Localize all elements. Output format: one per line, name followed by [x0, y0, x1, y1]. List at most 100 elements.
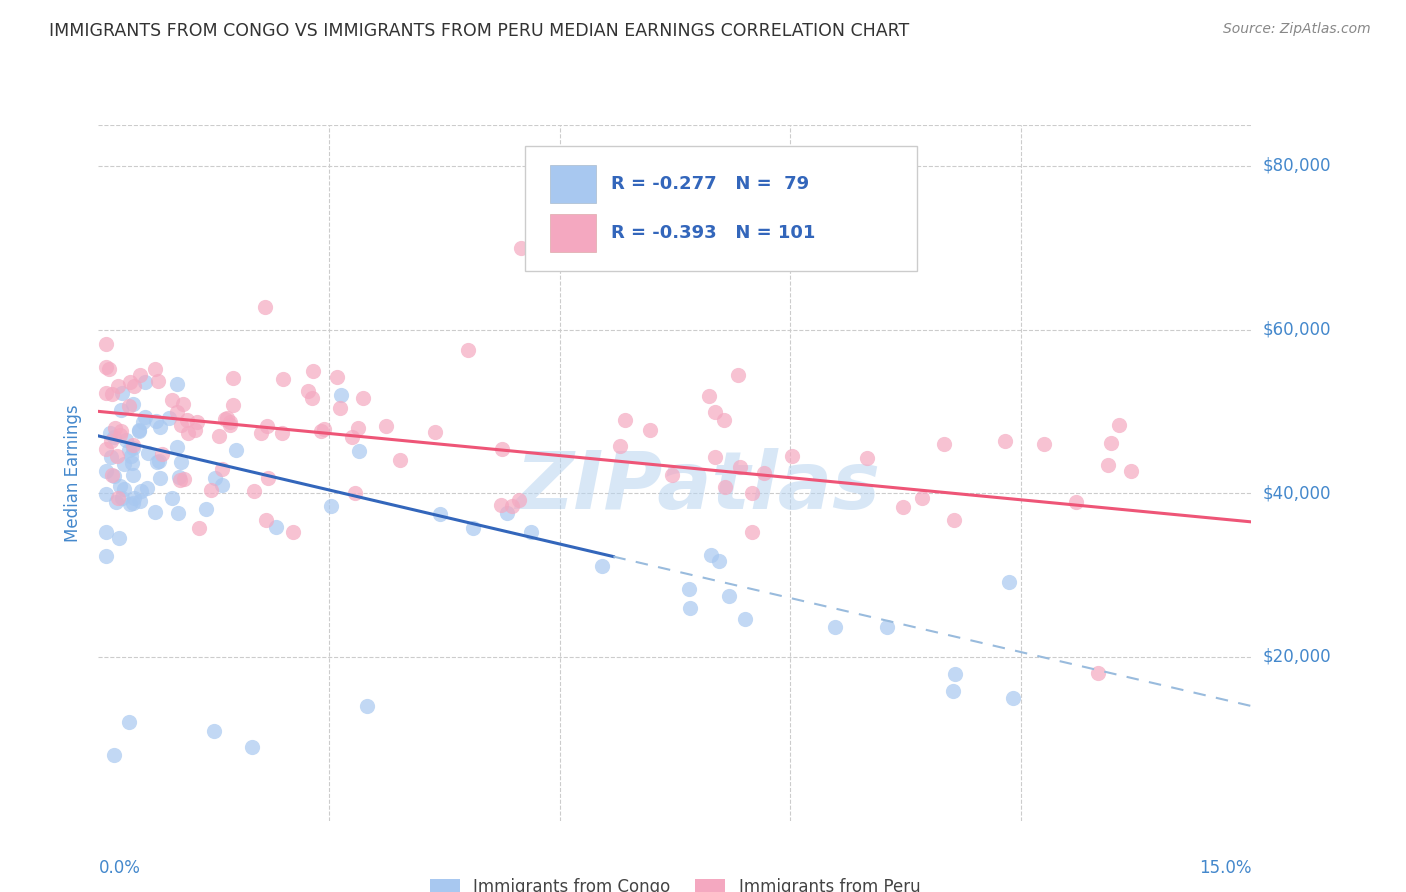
Point	[105, 449, 128, 463]
Point	[1108, 418, 1130, 433]
Point	[111, 491, 134, 506]
Point	[122, 379, 145, 393]
Point	[824, 620, 846, 634]
Point	[132, 415, 155, 429]
Point	[110, 424, 132, 438]
Point	[661, 468, 683, 483]
Point	[356, 699, 378, 714]
Point	[340, 430, 363, 444]
Point	[108, 479, 131, 493]
Point	[942, 683, 965, 698]
Point	[103, 430, 125, 444]
Point	[309, 425, 332, 439]
Point	[678, 582, 700, 596]
Point	[942, 513, 965, 527]
Point	[118, 497, 141, 511]
Point	[167, 469, 190, 483]
Text: $20,000: $20,000	[1263, 648, 1331, 666]
Point	[122, 397, 145, 411]
Point	[496, 506, 519, 520]
Point	[614, 413, 637, 427]
Point	[319, 500, 342, 514]
Point	[242, 484, 264, 499]
Point	[104, 421, 127, 435]
Point	[107, 491, 129, 506]
Point	[932, 437, 955, 451]
Point	[186, 415, 208, 429]
Point	[312, 422, 335, 436]
Text: $80,000: $80,000	[1263, 157, 1331, 175]
Point	[120, 376, 142, 390]
Point	[520, 524, 543, 539]
Point	[143, 361, 166, 376]
Point	[172, 397, 194, 411]
Point	[679, 601, 702, 615]
Point	[330, 388, 353, 402]
Point	[489, 498, 512, 512]
Point	[176, 425, 198, 440]
Point	[121, 496, 143, 510]
Point	[115, 433, 138, 447]
Point	[1121, 464, 1143, 478]
Point	[129, 494, 152, 508]
Point	[96, 525, 118, 540]
Point	[1033, 437, 1056, 451]
Point	[103, 469, 125, 483]
Point	[388, 452, 411, 467]
Point	[169, 473, 191, 487]
Point	[891, 500, 914, 514]
Point	[112, 482, 135, 496]
Point	[129, 484, 152, 499]
Point	[752, 466, 775, 480]
Text: Source: ZipAtlas.com: Source: ZipAtlas.com	[1223, 22, 1371, 37]
Point	[998, 575, 1021, 590]
FancyBboxPatch shape	[550, 165, 596, 203]
Point	[856, 451, 879, 466]
Y-axis label: Median Earnings: Median Earnings	[65, 404, 83, 541]
Point	[188, 521, 211, 535]
Point	[146, 455, 169, 469]
Point	[121, 457, 143, 471]
Point	[136, 446, 159, 460]
Point	[713, 413, 735, 427]
Point	[94, 464, 117, 478]
Point	[211, 462, 233, 476]
Point	[876, 620, 898, 634]
Point	[170, 417, 193, 432]
Point	[202, 723, 225, 738]
Point	[166, 376, 188, 391]
Point	[329, 401, 352, 415]
Point	[240, 739, 263, 754]
Point	[105, 494, 128, 508]
Text: R = -0.277   N =  79: R = -0.277 N = 79	[612, 175, 810, 193]
Legend: Immigrants from Congo, Immigrants from Peru: Immigrants from Congo, Immigrants from P…	[423, 871, 927, 892]
Point	[111, 386, 134, 401]
Point	[135, 481, 157, 495]
Text: 15.0%: 15.0%	[1199, 859, 1251, 877]
Point	[1097, 458, 1119, 472]
Point	[98, 426, 121, 441]
Point	[128, 423, 150, 437]
Point	[264, 520, 287, 534]
Point	[352, 392, 374, 406]
Point	[780, 449, 803, 463]
Point	[129, 368, 152, 383]
Point	[256, 419, 278, 434]
Point	[301, 392, 323, 406]
Point	[100, 467, 122, 482]
Point	[146, 374, 169, 388]
Point	[195, 501, 218, 516]
Point	[166, 506, 188, 520]
Point	[215, 411, 238, 425]
Point	[609, 439, 631, 453]
Text: IMMIGRANTS FROM CONGO VS IMMIGRANTS FROM PERU MEDIAN EARNINGS CORRELATION CHART: IMMIGRANTS FROM CONGO VS IMMIGRANTS FROM…	[49, 22, 910, 40]
Point	[94, 486, 117, 500]
Point	[211, 477, 233, 491]
Point	[100, 434, 122, 448]
Point	[149, 420, 172, 434]
Point	[730, 459, 752, 474]
Point	[257, 471, 280, 485]
Point	[107, 379, 129, 393]
Point	[344, 485, 367, 500]
Point	[270, 426, 292, 441]
